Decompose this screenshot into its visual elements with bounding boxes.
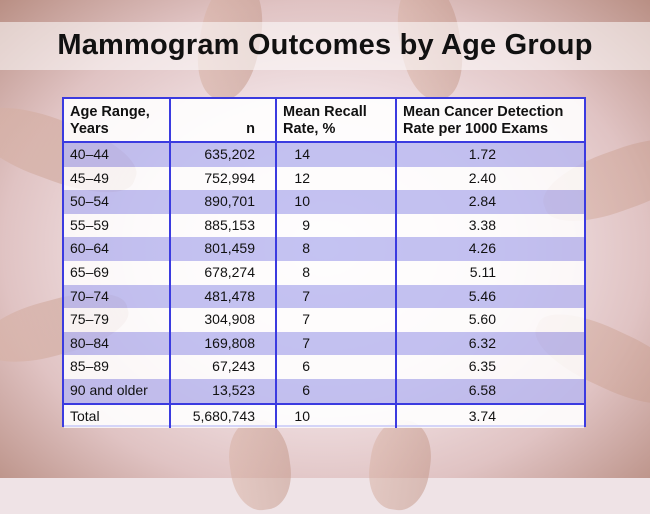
recall-rate-cell: 9 [275,213,396,238]
chart-title: Mammogram Outcomes by Age Group [57,29,593,61]
detection-rate-cell: 5.11 [395,260,584,285]
detection-rate-cell: 6.35 [395,355,584,379]
header-recall-rate: Mean Recall Rate, % [275,99,396,143]
hand-shape [364,416,436,514]
table-row: 90 and older 13,523 6 6.58 [64,378,584,404]
header-detection-rate: Mean Cancer Detection Rate per 1000 Exam… [395,99,584,143]
detection-rate-cell: 6.58 [395,378,584,404]
recall-rate-cell: 7 [275,308,396,332]
total-label: Total [64,402,170,428]
n-cell: 67,243 [169,355,276,379]
header-age-line2: Years [70,121,109,137]
header-n: n [169,99,276,143]
n-cell: 801,459 [169,237,276,261]
header-row: Age Range, Years n Mean Recall Rate, % M… [64,99,584,143]
recall-rate-cell: 6 [275,355,396,379]
table-row: 75–79 304,908 7 5.60 [64,308,584,332]
n-cell: 169,808 [169,331,276,356]
data-table: Age Range, Years n Mean Recall Rate, % M… [64,99,584,428]
age-range-cell: 80–84 [64,331,170,356]
age-range-cell: 65–69 [64,260,170,285]
header-recall-line1: Mean Recall [283,104,367,120]
age-range-cell: 90 and older [64,378,170,404]
n-cell: 635,202 [169,142,276,167]
title-band [0,22,650,70]
n-cell: 304,908 [169,308,276,332]
detection-rate-cell: 1.72 [395,142,584,167]
recall-rate-cell: 7 [275,284,396,309]
total-row: Total 5,680,743 10 3.74 [64,402,584,428]
age-range-cell: 75–79 [64,308,170,332]
header-n-label: n [246,121,255,137]
age-range-cell: 70–74 [64,284,170,309]
age-range-cell: 50–54 [64,190,170,214]
detection-rate-cell: 2.40 [395,166,584,191]
header-detection-line1: Mean Cancer Detection [403,104,564,120]
detection-rate-cell: 5.60 [395,308,584,332]
table-row: 40–44 635,202 14 1.72 [64,142,584,167]
recall-rate-cell: 7 [275,331,396,356]
n-cell: 885,153 [169,213,276,238]
detection-rate-cell: 4.26 [395,237,584,261]
recall-rate-cell: 8 [275,260,396,285]
age-range-cell: 60–64 [64,237,170,261]
header-recall-line2: Rate, % [283,121,336,137]
total-recall-rate: 10 [275,402,396,428]
table-body: 40–44 635,202 14 1.72 45–49 752,994 12 2.40 50–5… [64,142,584,404]
table-row: 65–69 678,274 8 5.11 [64,260,584,285]
age-range-cell: 45–49 [64,166,170,191]
detection-rate-cell: 3.38 [395,213,584,238]
recall-rate-cell: 6 [275,378,396,404]
n-cell: 890,701 [169,190,276,214]
table-row: 60–64 801,459 8 4.26 [64,237,584,261]
hand-shape [224,416,296,514]
outcomes-table: Age Range, Years n Mean Recall Rate, % M… [62,97,586,428]
n-cell: 481,478 [169,284,276,309]
table-row: 55–59 885,153 9 3.38 [64,213,584,238]
table-row: 50–54 890,701 10 2.84 [64,190,584,214]
total-n: 5,680,743 [169,402,276,428]
recall-rate-cell: 14 [275,142,396,167]
recall-rate-cell: 10 [275,190,396,214]
recall-rate-cell: 12 [275,166,396,191]
age-range-cell: 55–59 [64,213,170,238]
age-range-cell: 85–89 [64,355,170,379]
total-detection-rate: 3.74 [395,402,584,428]
detection-rate-cell: 6.32 [395,331,584,356]
table-row: 85–89 67,243 6 6.35 [64,355,584,379]
table-row: 45–49 752,994 12 2.40 [64,166,584,191]
header-age-line1: Age Range, [70,104,150,120]
n-cell: 678,274 [169,260,276,285]
header-detection-line2: Rate per 1000 Exams [403,121,549,137]
n-cell: 13,523 [169,378,276,404]
header-age-range: Age Range, Years [64,99,170,143]
detection-rate-cell: 5.46 [395,284,584,309]
recall-rate-cell: 8 [275,237,396,261]
n-cell: 752,994 [169,166,276,191]
detection-rate-cell: 2.84 [395,190,584,214]
age-range-cell: 40–44 [64,142,170,167]
table-row: 70–74 481,478 7 5.46 [64,284,584,309]
table-row: 80–84 169,808 7 6.32 [64,331,584,356]
